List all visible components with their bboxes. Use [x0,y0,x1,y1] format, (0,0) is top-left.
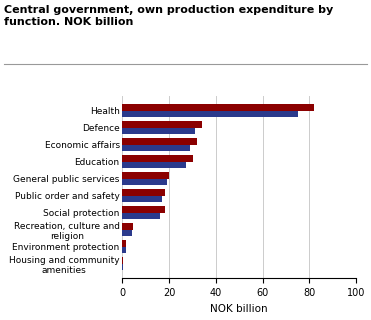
Bar [122,230,132,236]
Bar [122,213,160,219]
Bar [122,121,202,128]
Bar [122,128,195,134]
X-axis label: NOK billion: NOK billion [210,304,268,314]
Bar [122,179,167,185]
Bar [122,247,126,253]
Text: Central government, own production expenditure by
function. NOK billion: Central government, own production expen… [4,5,333,27]
Bar [122,104,314,111]
Bar [122,196,162,202]
Bar [122,223,133,230]
Bar [122,145,190,151]
Bar [122,172,169,179]
Bar [122,162,186,168]
Bar [122,111,298,117]
Bar [122,240,126,247]
Bar [122,155,193,162]
Bar [122,264,123,270]
Bar [122,189,164,196]
Bar [122,206,164,213]
Bar [122,138,197,145]
